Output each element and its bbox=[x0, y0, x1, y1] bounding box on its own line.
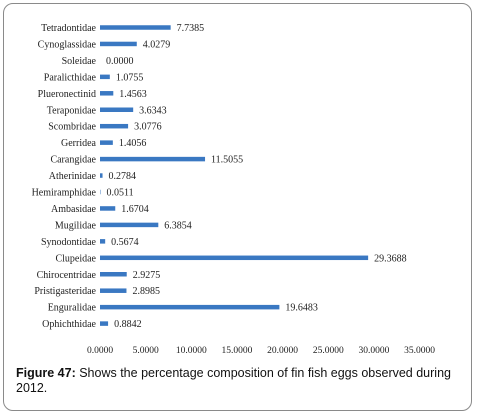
category-label: Ophichthidae bbox=[42, 319, 96, 330]
bar bbox=[100, 140, 113, 145]
caption-text: Shows the percentage composition of fin … bbox=[16, 366, 451, 395]
category-label: Atherinidae bbox=[49, 171, 97, 182]
x-tick-label: 10.0000 bbox=[176, 346, 207, 356]
category-label: Synodontidae bbox=[41, 237, 97, 248]
value-label: 2.9275 bbox=[133, 270, 161, 281]
category-labels: Tetradontidae Cynoglassidae Soleidae Parali… bbox=[32, 23, 97, 330]
x-tick-label: 15.0000 bbox=[222, 346, 253, 356]
category-label: Cynoglassidae bbox=[38, 39, 97, 50]
bar bbox=[100, 239, 106, 244]
bar bbox=[100, 272, 127, 277]
value-label: 1.6704 bbox=[121, 204, 149, 215]
x-tick-label: 35.0000 bbox=[404, 346, 435, 356]
category-label: Chirocentridae bbox=[37, 270, 97, 281]
value-label: 2.8985 bbox=[132, 286, 160, 297]
value-label: 19.6483 bbox=[285, 303, 318, 314]
category-label: Clupeidae bbox=[55, 253, 96, 264]
category-label: Mugilidae bbox=[55, 220, 97, 231]
bar bbox=[100, 288, 127, 293]
x-tick-labels: 0.0000 5.0000 10.0000 15.0000 20.0000 25.0000… bbox=[87, 346, 435, 356]
bar bbox=[100, 255, 369, 261]
bar bbox=[100, 41, 137, 47]
value-label: 0.0511 bbox=[106, 188, 133, 199]
bar bbox=[100, 222, 159, 228]
value-labels: 7.7385 4.0279 0.0000 1.0755 1.4563 3.6343 3.07… bbox=[106, 23, 407, 330]
category-label: Pristigasteridae bbox=[34, 286, 96, 297]
value-label: 3.6343 bbox=[139, 105, 167, 116]
value-label: 0.5674 bbox=[111, 237, 139, 248]
category-label: Teraponidae bbox=[47, 105, 97, 116]
bar bbox=[100, 321, 109, 326]
x-tick-label: 20.0000 bbox=[267, 346, 298, 356]
value-label: 3.0776 bbox=[134, 122, 162, 133]
figure-caption: Figure 47: Shows the percentage composit… bbox=[16, 366, 466, 396]
x-tick-label: 0.0000 bbox=[87, 346, 113, 356]
bar bbox=[100, 173, 103, 178]
value-label: 1.0755 bbox=[116, 72, 143, 83]
value-label: 7.7385 bbox=[177, 23, 205, 34]
value-label: 0.8842 bbox=[114, 319, 142, 330]
value-label: 1.4056 bbox=[119, 138, 147, 149]
x-tick-label: 30.0000 bbox=[358, 346, 389, 356]
bar bbox=[100, 123, 129, 129]
figure-frame bbox=[3, 3, 472, 411]
category-label: Plueronectinid bbox=[38, 89, 96, 100]
category-label: Carangidae bbox=[50, 155, 96, 166]
bars bbox=[100, 25, 369, 326]
x-tick-label: 25.0000 bbox=[313, 346, 344, 356]
bar bbox=[100, 25, 171, 30]
category-label: Hemiramphidae bbox=[32, 188, 97, 199]
bar bbox=[100, 304, 280, 310]
value-label: 0.0000 bbox=[106, 56, 134, 67]
category-label: Soleidae bbox=[62, 56, 97, 67]
caption-label: Figure 47: bbox=[16, 366, 76, 380]
value-label: 0.2784 bbox=[109, 171, 137, 182]
value-label: 11.5055 bbox=[211, 155, 243, 166]
category-label: Tetradontidae bbox=[41, 23, 96, 34]
bar bbox=[100, 91, 114, 96]
value-label: 6.3854 bbox=[164, 220, 192, 231]
category-label: Gerridea bbox=[61, 138, 97, 149]
x-tick-label: 5.0000 bbox=[133, 346, 159, 356]
category-label: Paralicthidae bbox=[44, 72, 97, 83]
bar bbox=[100, 156, 206, 162]
category-label: Ambasidae bbox=[51, 204, 97, 215]
bar bbox=[100, 107, 134, 112]
bar bbox=[100, 206, 116, 211]
category-label: Enguralidae bbox=[48, 303, 97, 314]
value-label: 1.4563 bbox=[119, 89, 147, 100]
value-label: 29.3688 bbox=[374, 253, 407, 264]
bar bbox=[100, 74, 110, 80]
value-label: 4.0279 bbox=[143, 39, 171, 50]
category-label: Scombridae bbox=[48, 122, 96, 133]
